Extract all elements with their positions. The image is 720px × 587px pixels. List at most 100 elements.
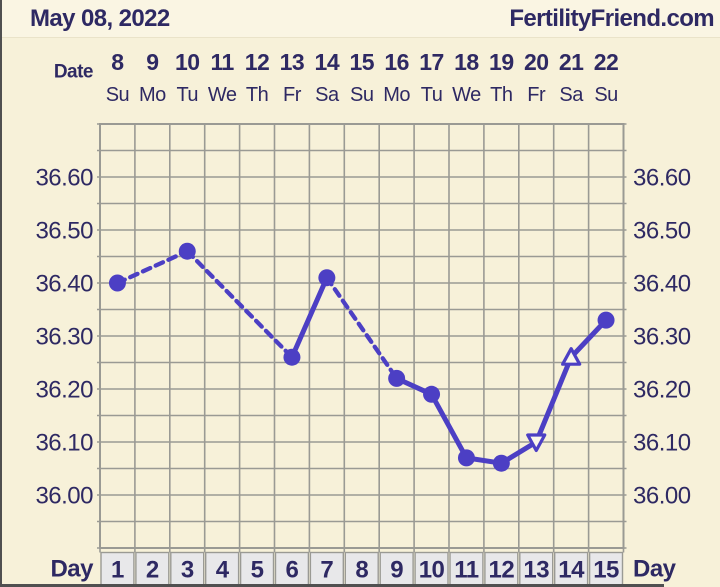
weekday-tick-label: Th xyxy=(490,84,512,106)
data-point-circle-day-11 xyxy=(457,449,475,467)
day-number-label: 9 xyxy=(390,556,403,583)
day-number-label: 11 xyxy=(454,556,479,583)
weekday-tick-label: Mo xyxy=(139,84,166,106)
y-tick-label-left: 36.50 xyxy=(35,217,93,244)
day-cell xyxy=(519,551,554,587)
grid-border xyxy=(99,123,625,549)
weekday-tick-label: Tu xyxy=(176,84,198,106)
y-tick-label-left: 36.20 xyxy=(35,376,93,403)
date-axis-label: Date xyxy=(54,62,93,83)
day-cell xyxy=(135,551,170,587)
temp-line-segment-solid xyxy=(289,275,330,360)
y-tick-label-left: 36.30 xyxy=(35,323,93,350)
y-tick-label-left: 36.60 xyxy=(35,164,93,191)
date-tick-label: 13 xyxy=(280,49,305,75)
temp-line-segment-dashed xyxy=(185,249,295,360)
day-number-label: 5 xyxy=(251,556,264,583)
day-number-label: 10 xyxy=(419,556,445,583)
screen-border-bottom-icon xyxy=(0,584,664,587)
weekday-tick-label: Fr xyxy=(283,84,302,106)
date-tick-label: 18 xyxy=(454,49,479,75)
day-number-label: 8 xyxy=(355,556,368,583)
y-tick-label-left: 36.00 xyxy=(35,482,93,509)
weekday-tick-label: Sa xyxy=(559,84,584,106)
data-point-circle-day-1 xyxy=(108,274,126,292)
day-cell xyxy=(309,551,344,587)
weekday-tick-label: Fr xyxy=(527,84,546,106)
day-cell xyxy=(239,551,275,587)
y-tick-label-right: 36.20 xyxy=(633,376,691,403)
data-point-triangle-down-icon-day-13 xyxy=(526,433,547,453)
day-number-label: 15 xyxy=(593,556,619,583)
y-tick-label-right: 36.60 xyxy=(633,164,691,191)
date-tick-label: 20 xyxy=(524,49,549,75)
day-number-label: 7 xyxy=(320,556,333,583)
weekday-tick-label: We xyxy=(208,84,237,106)
date-tick-label: 16 xyxy=(384,49,409,75)
data-point-circle-day-9 xyxy=(388,369,406,387)
day-number-label: 6 xyxy=(286,556,299,583)
date-tick-label: 22 xyxy=(594,49,619,75)
temp-line-segment-dashed xyxy=(324,275,399,381)
day-axis-label-left: Day xyxy=(50,555,94,582)
weekday-tick-label: Su xyxy=(106,84,129,106)
day-cell xyxy=(554,551,589,587)
weekday-tick-label: Su xyxy=(350,84,373,106)
date-tick-label: 15 xyxy=(349,49,374,75)
date-tick-label: 10 xyxy=(175,49,200,75)
y-tick-label-right: 36.40 xyxy=(633,270,691,297)
data-point-circle-day-3 xyxy=(178,242,196,260)
temp-line-segment-solid xyxy=(429,391,469,461)
y-tick-label-left: 36.10 xyxy=(35,429,93,456)
day-cell xyxy=(100,551,135,587)
day-number-label: 3 xyxy=(181,556,194,583)
y-tick-label-right: 36.10 xyxy=(633,429,691,456)
day-cell xyxy=(204,551,240,587)
date-tick-label: 9 xyxy=(146,49,158,75)
y-tick-label-right: 36.00 xyxy=(633,482,691,509)
day-cell xyxy=(588,551,624,587)
temp-line-segment-dashed xyxy=(115,249,190,286)
y-tick-label-right: 36.30 xyxy=(633,323,691,350)
day-number-label: 2 xyxy=(146,556,159,583)
day-number-label: 1 xyxy=(111,556,124,583)
date-tick-label: 8 xyxy=(111,49,124,75)
day-cell xyxy=(379,551,414,587)
y-tick-label-right: 36.50 xyxy=(633,217,691,244)
day-axis-label-right: Day xyxy=(633,555,677,582)
day-cell xyxy=(344,551,379,587)
screen-border-left-icon xyxy=(0,0,2,587)
day-number-label: 13 xyxy=(523,556,549,583)
brand-title: FertilityFriend.com xyxy=(509,4,714,32)
data-point-triangle-up-icon-day-14 xyxy=(561,347,582,366)
data-point-circle-day-10 xyxy=(423,385,441,403)
date-tick-label: 11 xyxy=(210,49,234,75)
day-number-label: 12 xyxy=(488,556,514,583)
day-cell xyxy=(274,551,310,587)
date-tick-label: 12 xyxy=(245,49,270,75)
weekday-tick-label: Su xyxy=(594,84,617,106)
day-number-label: 14 xyxy=(558,556,585,583)
weekday-tick-label: Tu xyxy=(421,84,443,106)
weekday-tick-label: Sa xyxy=(315,84,340,106)
data-point-circle-day-6 xyxy=(283,348,301,366)
day-cell xyxy=(449,551,484,587)
weekday-tick-label: Mo xyxy=(383,84,410,106)
chart-date-title: May 08, 2022 xyxy=(30,4,170,32)
y-tick-label-left: 36.40 xyxy=(35,270,93,297)
weekday-tick-label: Th xyxy=(246,84,268,106)
day-cell xyxy=(484,551,519,587)
day-cell xyxy=(170,551,205,587)
data-point-circle-day-12 xyxy=(492,454,510,472)
date-tick-label: 14 xyxy=(315,49,340,75)
date-tick-label: 17 xyxy=(419,49,444,75)
date-tick-label: 21 xyxy=(559,49,584,75)
date-tick-label: 19 xyxy=(489,49,514,75)
data-point-circle-day-15 xyxy=(597,311,615,329)
day-number-label: 4 xyxy=(216,556,230,583)
temp-line-segment-solid xyxy=(533,354,574,445)
header-bar: May 08, 2022 FertilityFriend.com xyxy=(0,0,720,38)
data-point-circle-day-7 xyxy=(318,269,336,287)
